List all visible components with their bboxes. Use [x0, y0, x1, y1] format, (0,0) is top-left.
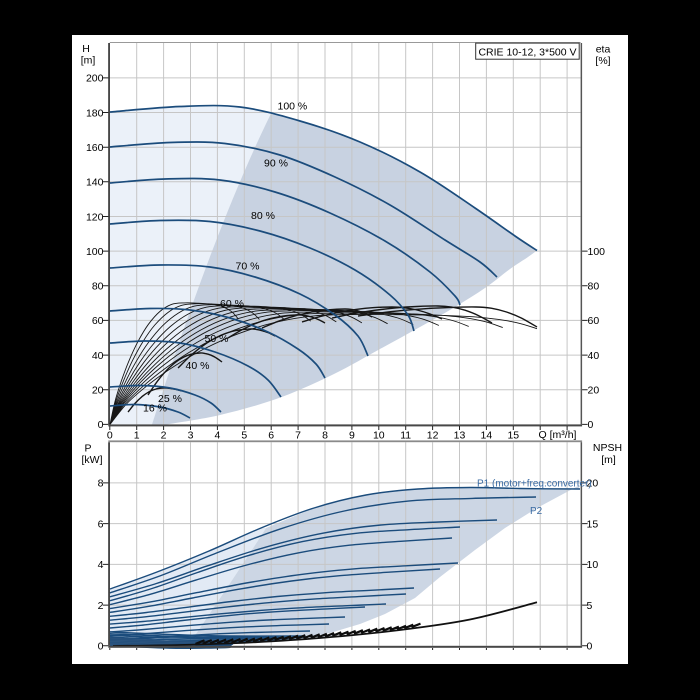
svg-text:40 %: 40 %: [186, 360, 210, 372]
svg-text:60: 60: [92, 315, 104, 327]
svg-text:H: H: [82, 43, 90, 55]
svg-text:180: 180: [86, 107, 104, 119]
svg-text:100 %: 100 %: [278, 101, 308, 113]
svg-text:40: 40: [92, 350, 104, 362]
svg-text:4: 4: [98, 559, 104, 571]
svg-text:70 %: 70 %: [236, 261, 260, 273]
svg-text:10: 10: [373, 429, 385, 441]
svg-text:[%]: [%]: [595, 55, 610, 67]
svg-text:2: 2: [98, 600, 104, 612]
svg-text:0: 0: [98, 419, 104, 431]
svg-text:140: 140: [86, 177, 104, 189]
svg-text:1: 1: [134, 429, 140, 441]
svg-text:14: 14: [481, 429, 493, 441]
svg-text:6: 6: [268, 429, 274, 441]
svg-text:P1 (motor+freq.converter): P1 (motor+freq.converter): [477, 479, 592, 490]
svg-text:7: 7: [295, 429, 301, 441]
svg-text:Q [m³/h]: Q [m³/h]: [539, 429, 577, 441]
svg-text:5: 5: [241, 429, 247, 441]
svg-text:3: 3: [188, 429, 194, 441]
svg-text:100: 100: [86, 246, 104, 258]
svg-text:0: 0: [107, 429, 113, 441]
svg-text:0: 0: [588, 419, 594, 431]
svg-text:9: 9: [349, 429, 355, 441]
svg-text:8: 8: [322, 429, 328, 441]
svg-text:15: 15: [587, 518, 599, 530]
svg-text:80 %: 80 %: [251, 210, 275, 222]
svg-text:NPSH: NPSH: [593, 442, 622, 454]
svg-text:8: 8: [98, 478, 104, 490]
svg-text:60 %: 60 %: [220, 298, 244, 310]
svg-text:[kW]: [kW]: [82, 454, 103, 466]
svg-text:[m]: [m]: [81, 55, 96, 67]
svg-text:0: 0: [98, 641, 104, 653]
svg-text:200: 200: [86, 73, 104, 85]
svg-text:4: 4: [214, 429, 220, 441]
svg-text:20: 20: [92, 385, 104, 397]
svg-text:15: 15: [507, 429, 519, 441]
svg-text:50 %: 50 %: [205, 333, 229, 345]
svg-text:160: 160: [86, 142, 104, 154]
svg-text:11: 11: [400, 429, 411, 441]
svg-text:eta: eta: [596, 44, 611, 56]
svg-text:13: 13: [454, 429, 466, 441]
svg-text:100: 100: [588, 246, 606, 258]
svg-text:6: 6: [98, 518, 104, 530]
svg-text:25 %: 25 %: [158, 393, 182, 405]
svg-text:[m]: [m]: [601, 454, 616, 466]
svg-text:2: 2: [161, 429, 167, 441]
svg-text:P2: P2: [530, 506, 543, 517]
svg-text:20: 20: [587, 478, 599, 490]
svg-text:60: 60: [588, 315, 600, 327]
svg-text:80: 80: [588, 281, 600, 293]
svg-text:0: 0: [587, 641, 593, 653]
svg-text:120: 120: [86, 211, 104, 223]
svg-text:20: 20: [588, 385, 600, 397]
svg-text:80: 80: [92, 281, 104, 293]
svg-text:10: 10: [587, 559, 599, 571]
svg-text:90 %: 90 %: [264, 158, 288, 170]
svg-text:12: 12: [427, 429, 439, 441]
svg-text:P: P: [84, 443, 91, 455]
svg-text:16 %: 16 %: [143, 403, 167, 415]
svg-text:40: 40: [588, 350, 600, 362]
svg-text:CRIE 10-12, 3*500 V: CRIE 10-12, 3*500 V: [478, 46, 576, 58]
svg-text:5: 5: [587, 600, 593, 612]
